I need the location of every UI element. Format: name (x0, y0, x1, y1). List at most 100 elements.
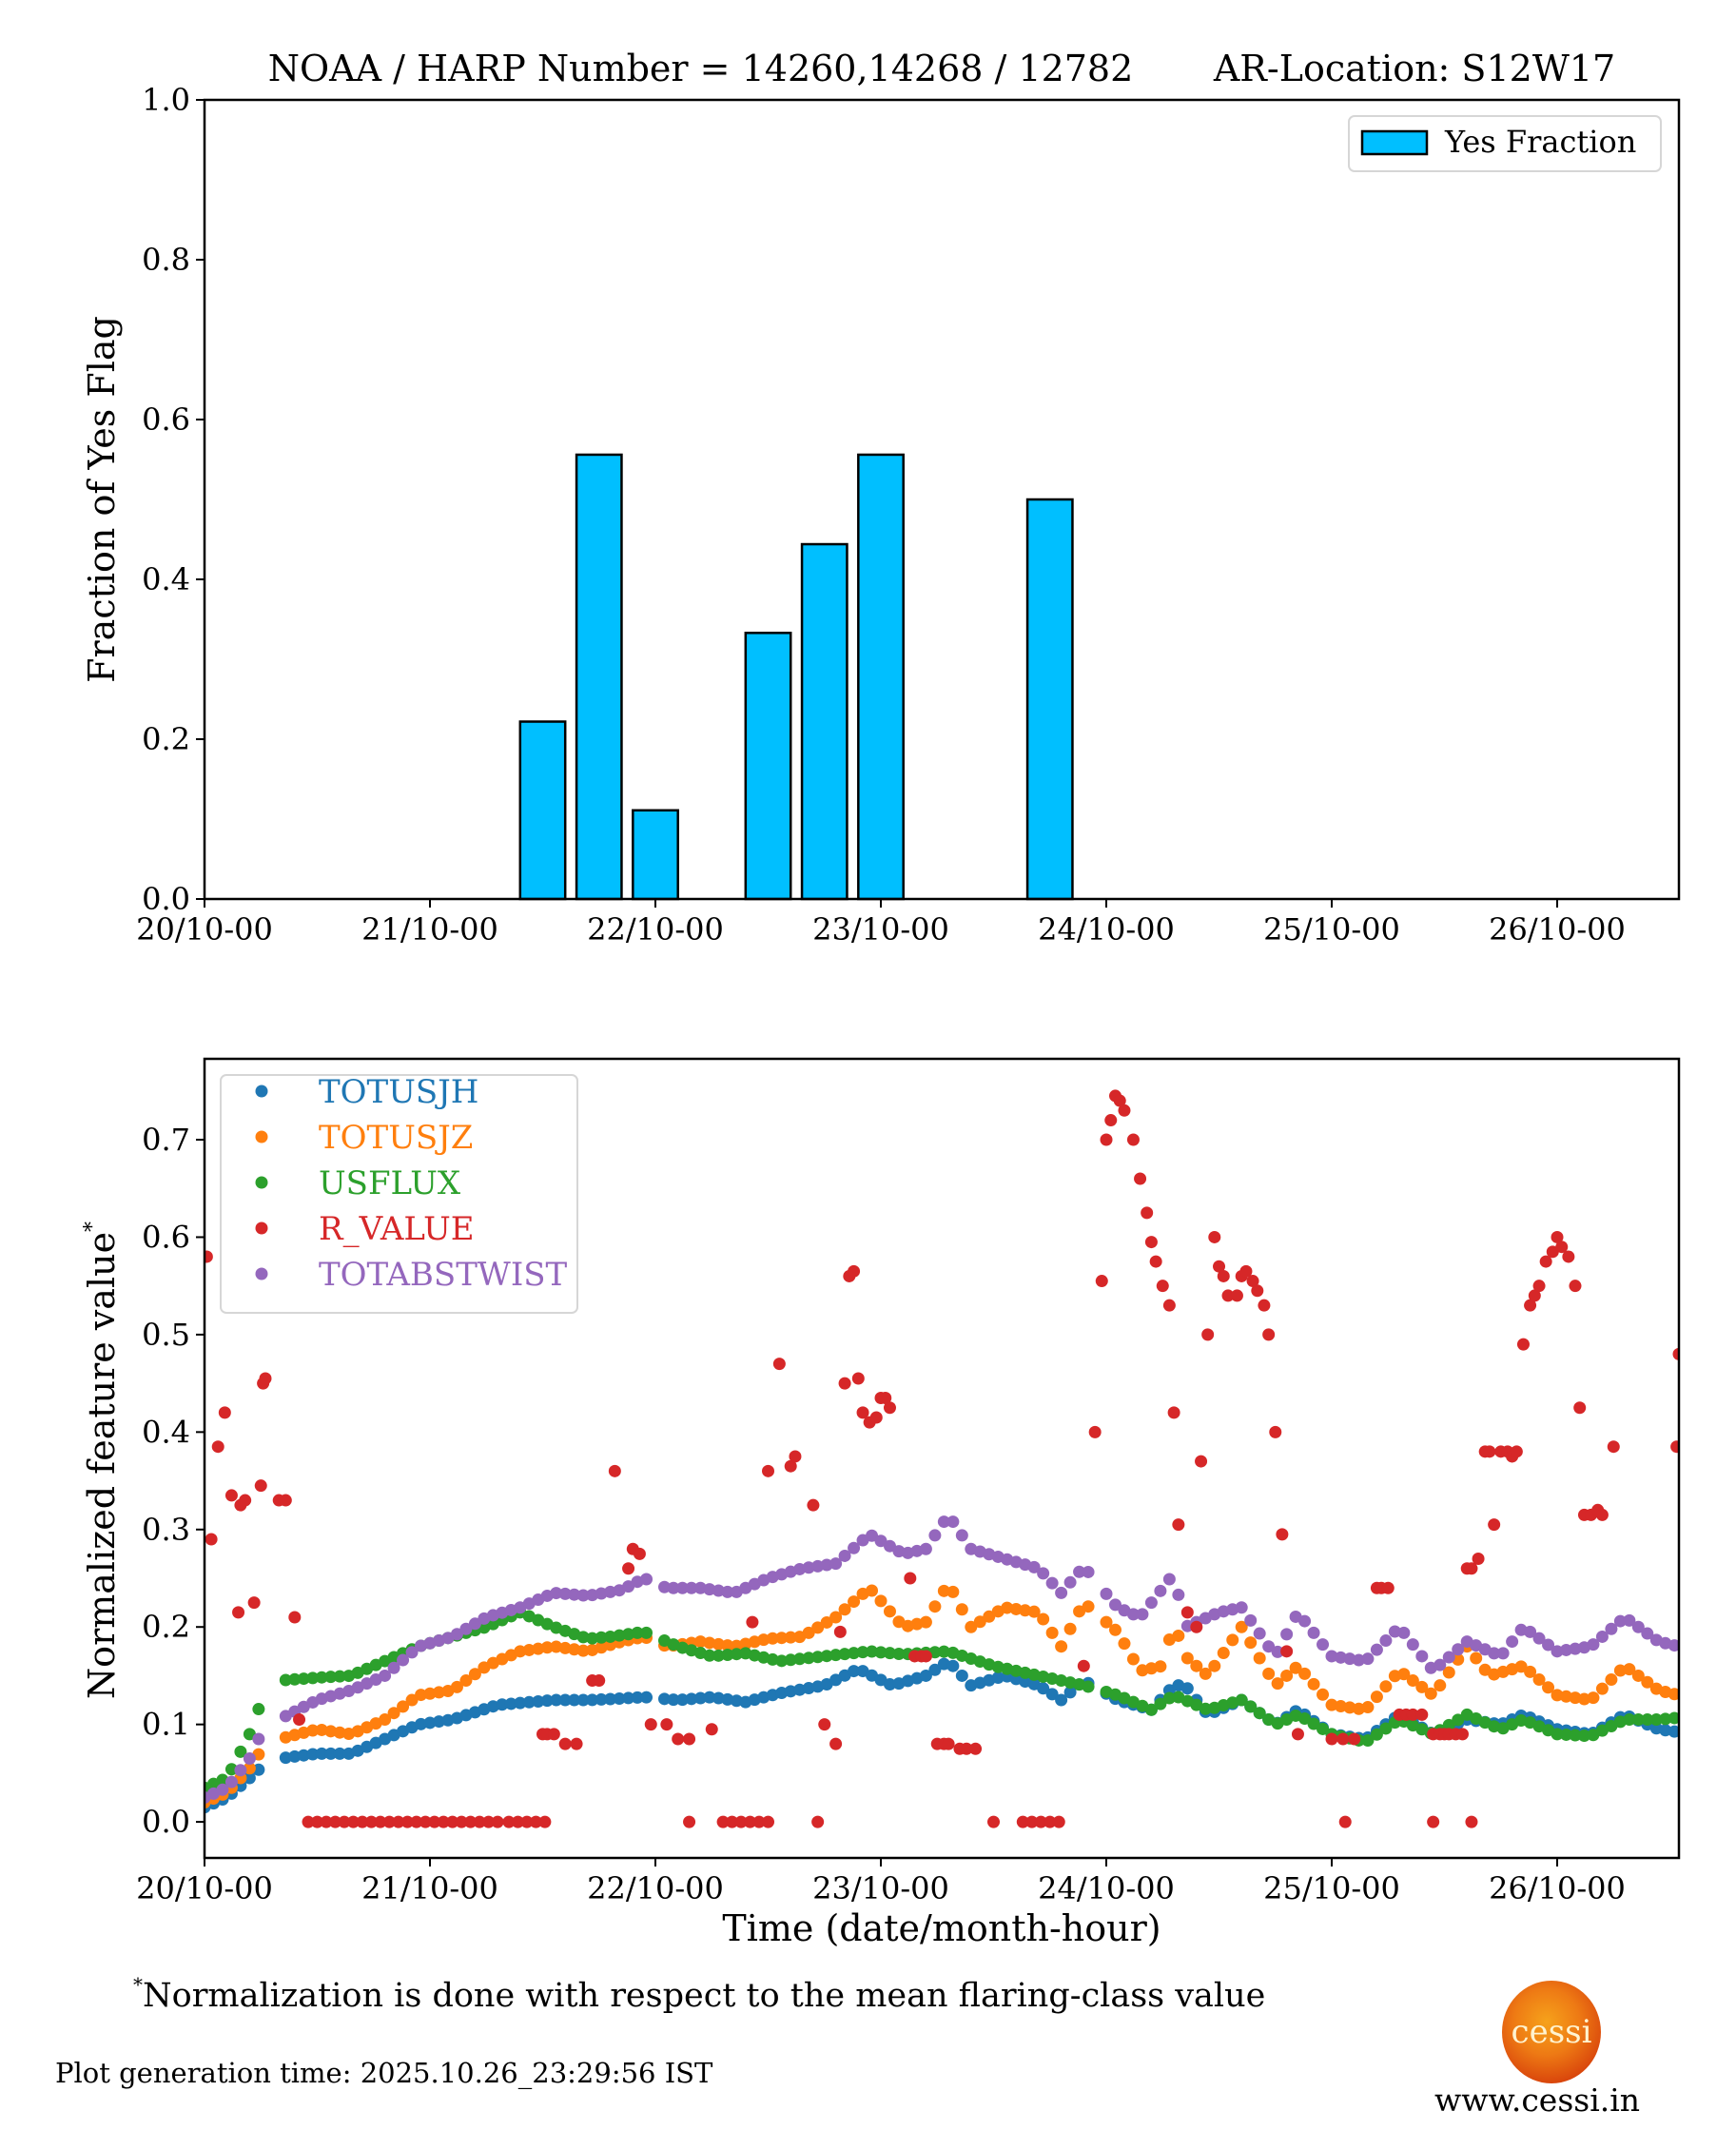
data-point (1063, 1575, 1077, 1589)
legend-box (1348, 115, 1662, 172)
data-point (1199, 1702, 1212, 1715)
data-point (547, 1728, 560, 1741)
data-point (1016, 1815, 1029, 1828)
data-point (1118, 1637, 1131, 1651)
x-tick-label: 24/10-00 (1038, 911, 1175, 948)
data-point (1559, 1690, 1572, 1703)
data-point (1542, 1681, 1555, 1694)
data-point (703, 1649, 716, 1662)
data-point (833, 1625, 847, 1638)
data-point (1415, 1680, 1429, 1693)
axes-frame (203, 98, 1681, 901)
data-point (1334, 1700, 1347, 1713)
data-point (1317, 1638, 1330, 1652)
data-point (1659, 1724, 1672, 1737)
data-point (1180, 1682, 1194, 1695)
data-point (502, 1815, 516, 1828)
data-point (919, 1669, 932, 1682)
x-tick-label: 22/10-00 (587, 911, 724, 948)
data-point (1118, 1104, 1131, 1117)
y-tick-label: 0.0 (142, 881, 190, 917)
data-point (224, 1489, 238, 1502)
data-point (1631, 1669, 1645, 1682)
data-point (1406, 1708, 1419, 1721)
data-point (1317, 1722, 1330, 1735)
data-point (1455, 1728, 1469, 1741)
x-tick-label: 21/10-00 (361, 1870, 498, 1906)
data-point (1397, 1668, 1411, 1681)
website-link[interactable]: www.cessi.in (1434, 2082, 1641, 2119)
x-tick-label: 20/10-00 (136, 911, 273, 948)
data-point (532, 1694, 545, 1708)
data-point (1100, 1587, 1113, 1600)
y-axis: 0.0 0.1 0.2 0.3 0.4 0.5 0.6 0.7 (142, 1122, 205, 1840)
data-point (306, 1724, 320, 1737)
data-point (942, 1737, 955, 1750)
data-point (1025, 1815, 1039, 1828)
y-tick-label: 0.2 (142, 1609, 190, 1645)
data-point (459, 1674, 473, 1688)
data-point (1077, 1659, 1090, 1672)
data-point (829, 1611, 843, 1624)
data-point (1388, 1625, 1401, 1638)
data-point (730, 1648, 743, 1661)
data-point (969, 1742, 983, 1755)
data-point (955, 1603, 968, 1616)
data-point (550, 1587, 563, 1600)
data-point (1289, 1661, 1302, 1674)
y-axis-label: Normalized feature value* (81, 1222, 123, 1699)
data-point (1631, 1620, 1645, 1633)
legend-marker-totabstwist (255, 1267, 268, 1280)
data-point (1271, 1645, 1284, 1658)
data-point (568, 1588, 581, 1601)
data-point (1672, 1347, 1679, 1360)
data-point (838, 1648, 851, 1661)
data-point (1532, 1280, 1546, 1293)
data-point (866, 1645, 879, 1658)
data-point (205, 1250, 213, 1263)
data-point (1668, 1725, 1679, 1738)
x-axis: 20/10-00 21/10-00 22/10-00 23/10-00 24/10-00… (136, 899, 1626, 948)
data-point (1641, 1713, 1654, 1727)
data-point (1470, 1652, 1483, 1665)
data-point (660, 1718, 673, 1731)
y-axis-label: Fraction of Yes Flag (81, 316, 123, 683)
data-point (784, 1631, 797, 1644)
data-point (1562, 1250, 1575, 1263)
data-point (1465, 1815, 1478, 1828)
data-point (288, 1611, 302, 1624)
data-point (766, 1632, 779, 1645)
data-point (1325, 1698, 1338, 1711)
data-point (693, 1581, 707, 1594)
data-point (883, 1401, 896, 1415)
data-point (1524, 1625, 1537, 1638)
data-point (937, 1645, 950, 1658)
data-point (811, 1559, 825, 1573)
data-point (1100, 1615, 1113, 1629)
y-tick-label: 0.6 (142, 401, 190, 438)
data-point (1397, 1626, 1411, 1639)
data-point (1144, 1596, 1158, 1610)
data-point (397, 1653, 410, 1667)
data-point (991, 1671, 1005, 1684)
data-point (879, 1391, 892, 1404)
data-point (1488, 1647, 1501, 1660)
data-point (1271, 1677, 1284, 1691)
data-point (848, 1595, 861, 1609)
data-point (1082, 1565, 1095, 1578)
data-point (829, 1649, 843, 1662)
data-point (1172, 1518, 1185, 1532)
data-point (811, 1621, 825, 1634)
data-point (1555, 1241, 1569, 1254)
data-point (279, 1494, 292, 1507)
data-point (1055, 1586, 1068, 1599)
data-point (1623, 1613, 1636, 1627)
legend-label-totabstwist: TOTABSTWIST (319, 1256, 568, 1294)
data-point (1055, 1640, 1068, 1653)
data-point (1262, 1667, 1276, 1680)
x-tick-label: 23/10-00 (812, 1870, 949, 1906)
data-point (224, 1775, 238, 1788)
data-point (288, 1672, 302, 1686)
data-point (306, 1748, 320, 1761)
data-point (397, 1700, 410, 1713)
